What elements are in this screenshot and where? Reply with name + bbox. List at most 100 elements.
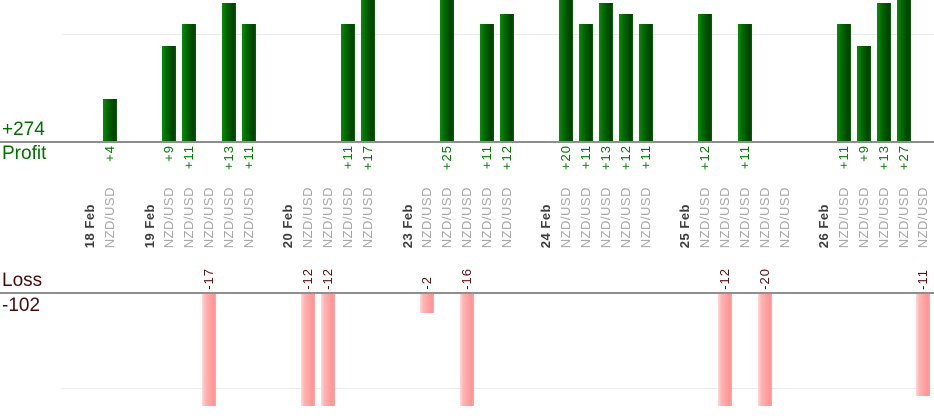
pair-label: NZD/USD	[617, 186, 633, 248]
loss-gridline	[62, 388, 934, 389]
loss-bar	[718, 294, 732, 406]
profit-bar	[479, 24, 494, 141]
profit-bar	[499, 13, 514, 141]
loss-value-label: -20	[756, 268, 772, 290]
spacer-column	[120, 0, 140, 420]
profit-bar	[698, 13, 713, 141]
trade-column: +13 NZD/USD	[219, 0, 239, 420]
pair-label: NZD/USD	[359, 186, 375, 248]
profit-value-label: +11	[578, 145, 594, 170]
pair-label: NZD/USD	[161, 186, 177, 248]
profit-axis-label: Profit	[2, 143, 47, 164]
pair-label: NZD/USD	[220, 186, 236, 248]
date-column: 20 Feb	[278, 0, 298, 420]
profit-bar	[638, 24, 653, 141]
pair-label: NZD/USD	[240, 186, 256, 248]
trade-column: -2 NZD/USD	[417, 0, 437, 420]
profit-value-label: +11	[339, 145, 355, 170]
loss-value-label: -2	[419, 276, 435, 290]
profit-bar	[559, 0, 574, 141]
trade-column: +11 NZD/USD	[735, 0, 755, 420]
loss-value-label: -16	[459, 268, 475, 290]
profit-bar	[360, 0, 375, 141]
profit-bar	[162, 45, 177, 141]
pair-label: NZD/USD	[300, 186, 316, 248]
spacer-column	[378, 0, 398, 420]
date-column: 24 Feb	[536, 0, 556, 420]
date-label: 19 Feb	[141, 203, 157, 248]
pair-label: NZD/USD	[459, 186, 475, 248]
trade-column: -12 NZD/USD	[298, 0, 318, 420]
loss-axis-label: Loss	[2, 270, 43, 291]
pair-label: NZD/USD	[320, 186, 336, 248]
profit-value-label: +11	[240, 145, 256, 170]
spacer-column	[259, 0, 279, 420]
pair-label: NZD/USD	[756, 186, 772, 248]
spacer-column	[655, 0, 675, 420]
profit-bar	[896, 0, 911, 141]
pair-label: NZD/USD	[498, 186, 514, 248]
pair-label: NZD/USD	[895, 186, 911, 248]
date-label: 26 Feb	[816, 203, 832, 248]
pair-label: NZD/USD	[339, 186, 355, 248]
profit-value-label: +17	[359, 145, 375, 171]
profit-value-label: +9	[161, 145, 177, 162]
profit-bar	[440, 0, 455, 141]
trade-column: +12 NZD/USD	[695, 0, 715, 420]
trade-column: +11 NZD/USD	[834, 0, 854, 420]
profit-bar	[340, 24, 355, 141]
trade-column: -16 NZD/USD	[457, 0, 477, 420]
trade-column: -12 NZD/USD	[318, 0, 338, 420]
trade-column: +13 NZD/USD	[596, 0, 616, 420]
pair-label: NZD/USD	[836, 186, 852, 248]
trade-column: +27 NZD/USD	[894, 0, 914, 420]
date-label: 25 Feb	[677, 203, 693, 248]
loss-bar	[202, 294, 217, 406]
loss-value-label: -12	[717, 268, 732, 290]
profit-value-label: +12	[697, 145, 713, 171]
loss-total: -102	[2, 295, 41, 316]
profit-value-label: +11	[836, 145, 852, 170]
pair-label: NZD/USD	[597, 186, 613, 248]
loss-bar	[321, 294, 336, 406]
loss-value-label: -11	[915, 269, 931, 290]
date-column: 26 Feb	[814, 0, 834, 420]
date-label: 24 Feb	[538, 203, 554, 248]
pair-label: NZD/USD	[637, 186, 653, 248]
trade-column: -11 NZD/USD	[913, 0, 933, 420]
trade-column: +11 NZD/USD	[179, 0, 199, 420]
trade-column: +11 NZD/USD	[636, 0, 656, 420]
profit-bar	[579, 24, 594, 141]
trade-column: -20 NZD/USD	[755, 0, 775, 420]
pair-label: NZD/USD	[875, 186, 891, 248]
trade-column: +9 NZD/USD	[854, 0, 874, 420]
profit-gridline	[62, 34, 934, 35]
spacer-column	[517, 0, 537, 420]
trade-column: +11 NZD/USD	[338, 0, 358, 420]
date-column: 19 Feb	[140, 0, 160, 420]
profit-value-label: +11	[181, 145, 197, 170]
pair-label: NZD/USD	[717, 186, 732, 248]
trade-column: +9 NZD/USD	[159, 0, 179, 420]
profit-bar	[102, 98, 117, 141]
loss-value-label: -12	[300, 268, 316, 290]
date-column: 23 Feb	[398, 0, 418, 420]
profit-value-label: +12	[617, 145, 633, 171]
profit-value-label: +13	[875, 145, 891, 171]
profit-value-label: +11	[478, 145, 494, 170]
profit-bar	[876, 3, 891, 141]
profit-total: +274	[2, 119, 45, 140]
profit-bar	[837, 24, 852, 141]
trade-column: +25 NZD/USD	[437, 0, 457, 420]
pair-label: NZD/USD	[776, 186, 792, 248]
profit-value-label: +4	[101, 145, 117, 162]
profit-value-label: +27	[895, 145, 911, 171]
loss-value-label: -17	[201, 268, 217, 290]
loss-axis-line	[0, 292, 934, 294]
date-label: 23 Feb	[399, 203, 415, 248]
pair-label: NZD/USD	[558, 186, 574, 248]
trade-column: +13 NZD/USD	[874, 0, 894, 420]
pair-label: NZD/USD	[439, 186, 455, 248]
pair-label: NZD/USD	[915, 186, 931, 248]
